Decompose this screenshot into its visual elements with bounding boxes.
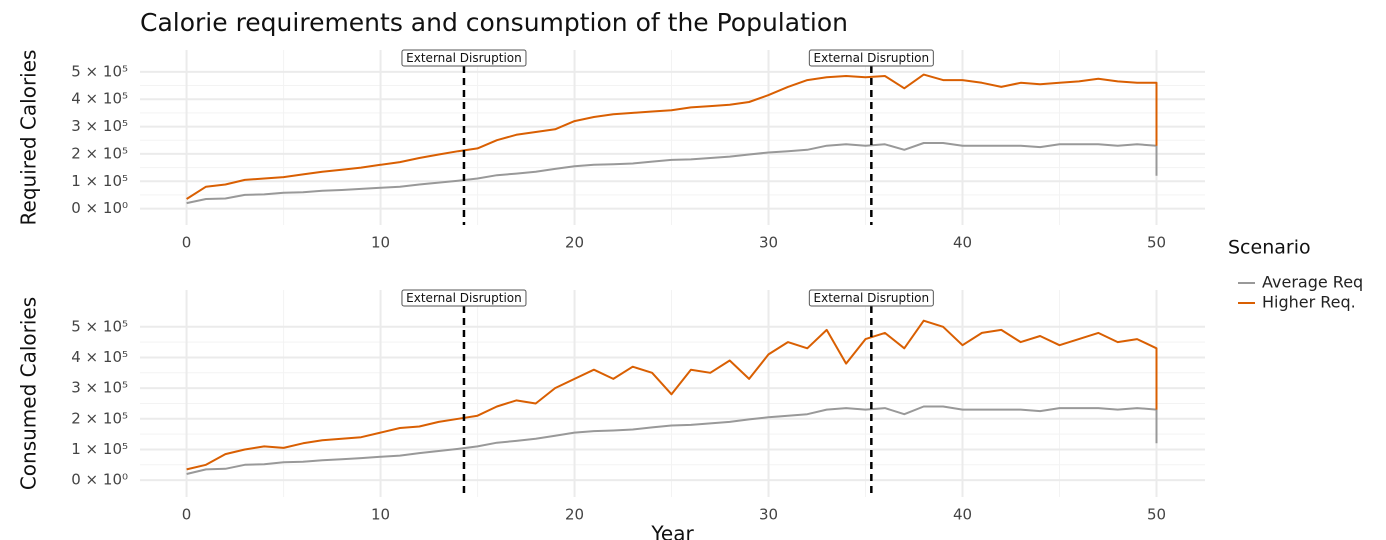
y-tick-label: 3 × 10⁵ (71, 117, 128, 135)
x-tick-label: 0 (182, 234, 192, 252)
series-line (186, 142, 1158, 205)
x-tick-label: 10 (371, 234, 390, 252)
y-tick-label: 4 × 10⁵ (71, 348, 128, 366)
legend-title: Scenario (1228, 237, 1311, 259)
x-tick-label: 30 (759, 234, 778, 252)
y-tick-label: 5 × 10⁵ (71, 317, 128, 335)
annotation-label: External Disruption (406, 291, 522, 305)
chart-title: Calorie requirements and consumption of … (140, 8, 848, 37)
x-axis-label: Year (650, 522, 694, 540)
annotation-label: External Disruption (814, 51, 930, 65)
annotation: External Disruption (808, 289, 934, 307)
y-tick-label: 5 × 10⁵ (71, 62, 128, 80)
series-line (186, 319, 1158, 471)
annotation-label: External Disruption (814, 291, 930, 305)
annotation-box (808, 289, 934, 307)
x-tick-label: 50 (1147, 506, 1166, 524)
x-tick-label: 50 (1147, 234, 1166, 252)
legend-label: Average Req (1262, 273, 1363, 292)
x-tick-label: 20 (565, 506, 584, 524)
x-tick-label: 40 (953, 234, 972, 252)
y-tick-label: 4 × 10⁵ (71, 90, 128, 108)
y-tick-label: 0 × 10⁰ (71, 471, 128, 489)
annotation-box (808, 49, 934, 67)
x-tick-label: 40 (953, 506, 972, 524)
y-axis-label: Required Calories (17, 50, 41, 226)
legend-label: Higher Req. (1262, 293, 1356, 312)
series-line (186, 405, 1158, 475)
y-tick-label: 3 × 10⁵ (71, 379, 128, 397)
annotation-box (401, 49, 527, 67)
annotation: External Disruption (808, 49, 934, 67)
y-axis-label: Consumed Calories (17, 297, 41, 490)
y-tick-label: 1 × 10⁵ (71, 440, 128, 458)
y-tick-label: 2 × 10⁵ (71, 409, 128, 427)
y-tick-label: 2 × 10⁵ (71, 144, 128, 162)
annotation: External Disruption (401, 289, 527, 307)
y-tick-label: 1 × 10⁵ (71, 172, 128, 190)
annotation-label: External Disruption (406, 51, 522, 65)
annotation: External Disruption (401, 49, 527, 67)
x-tick-label: 0 (182, 506, 192, 524)
annotation-box (401, 289, 527, 307)
x-tick-label: 30 (759, 506, 778, 524)
y-tick-label: 0 × 10⁰ (71, 199, 128, 217)
x-tick-label: 10 (371, 506, 390, 524)
x-tick-label: 20 (565, 234, 584, 252)
series-line (186, 73, 1158, 200)
